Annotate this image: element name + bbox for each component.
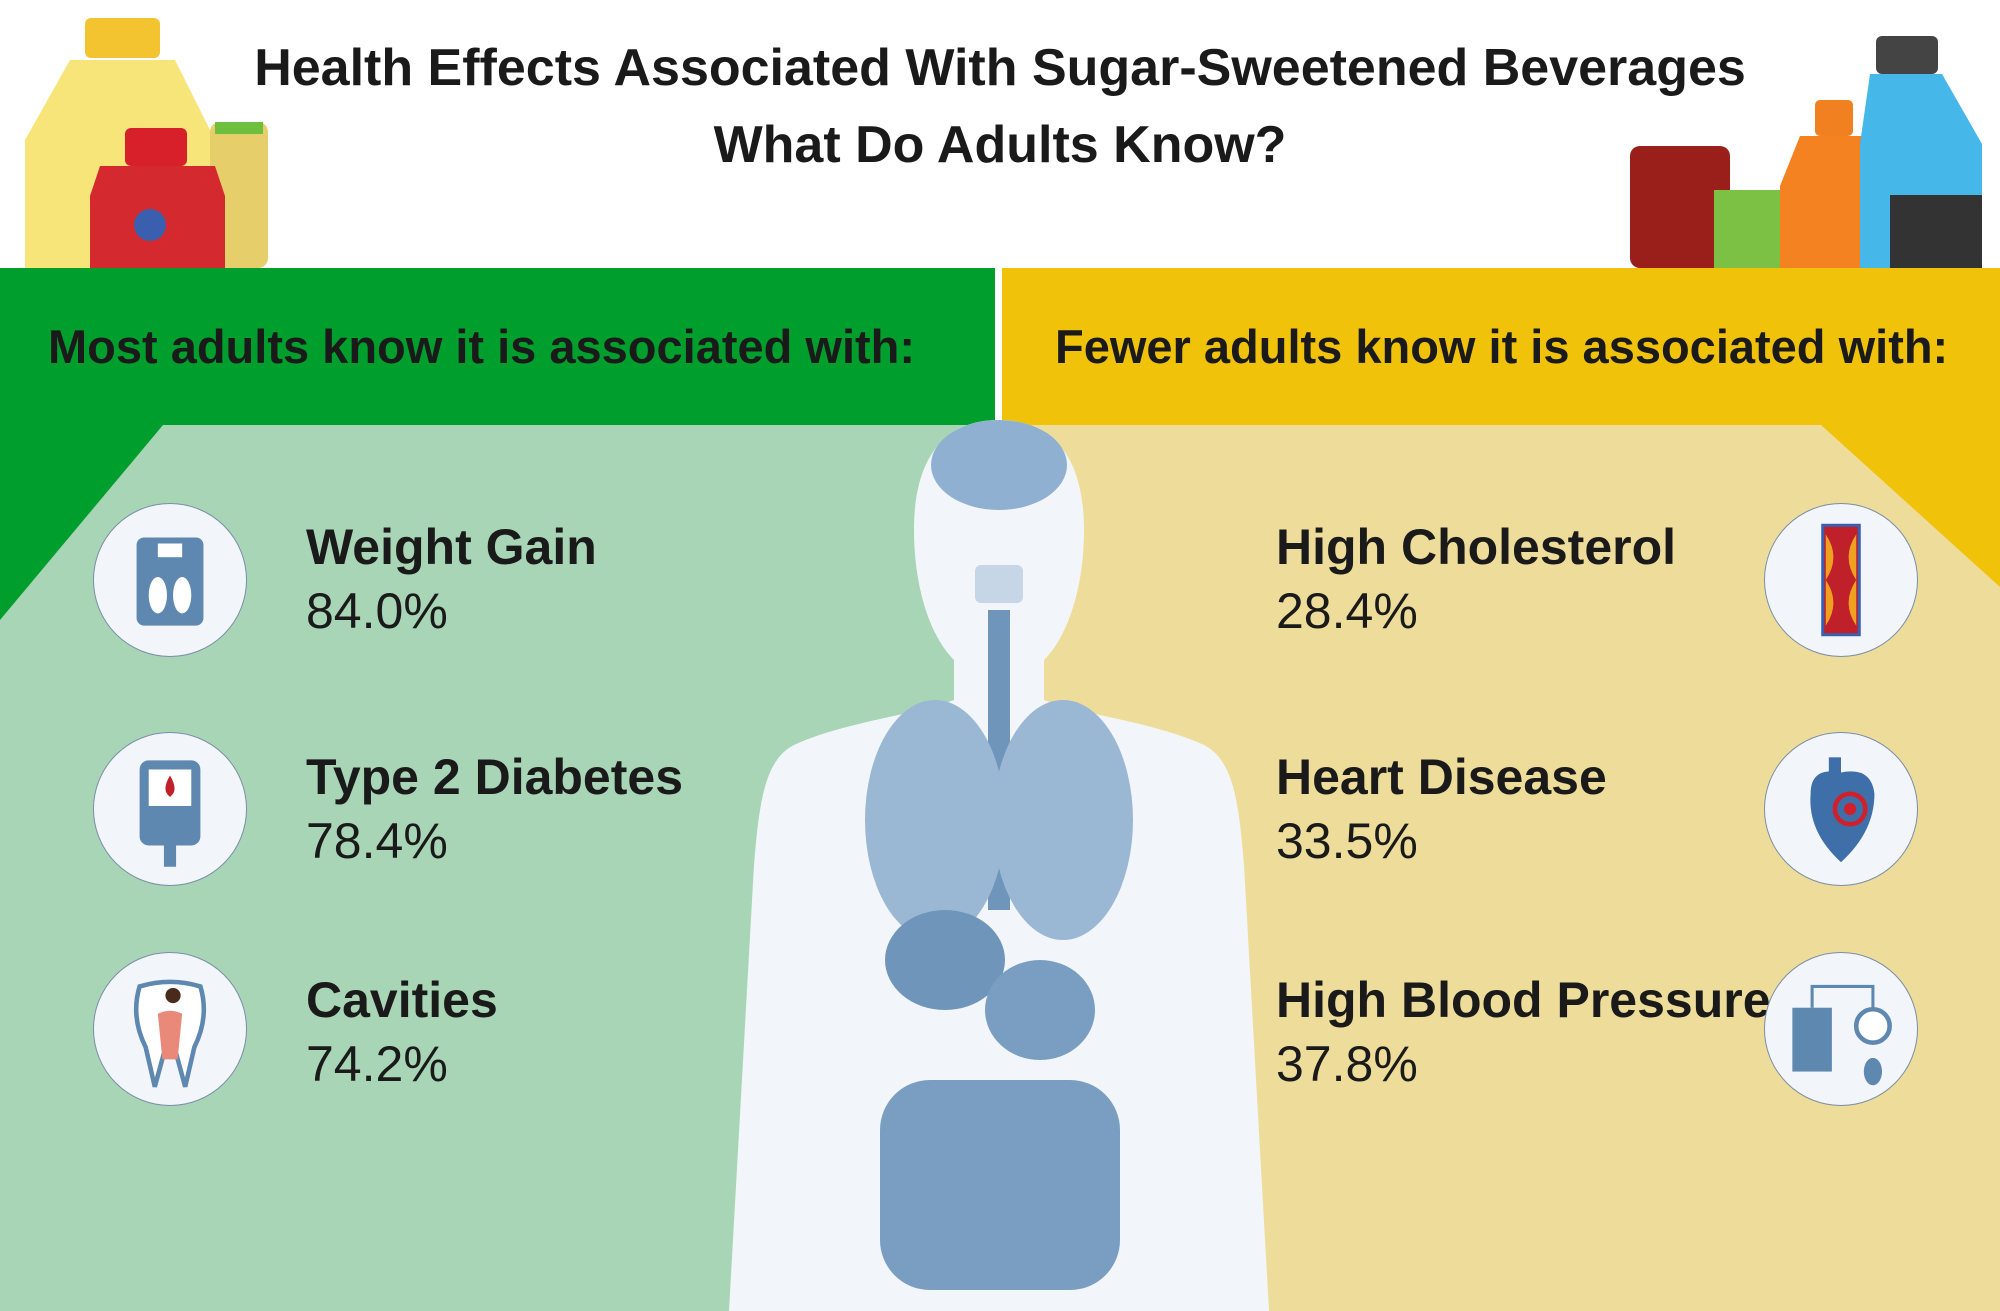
list-item-high-cholesterol: High Cholesterol 28.4% — [1276, 515, 1676, 643]
condition-label: High Cholesterol — [1276, 519, 1677, 575]
condition-label: High Blood Pressure — [1276, 972, 1771, 1028]
list-item-high-blood-pressure: High Blood Pressure 37.8% — [1276, 968, 1771, 1096]
condition-percent: 33.5% — [1276, 813, 1418, 869]
condition-label: Heart Disease — [1276, 749, 1607, 805]
list-item-cavities: Cavities 74.2% — [306, 968, 498, 1096]
glucose-meter-icon — [93, 732, 247, 886]
condition-percent: 37.8% — [1276, 1036, 1418, 1092]
human-body-illustration — [729, 420, 1269, 1311]
bathroom-scale-icon — [93, 503, 247, 657]
heart-icon — [1764, 732, 1918, 886]
condition-percent: 84.0% — [306, 583, 448, 639]
condition-label: Cavities — [306, 972, 498, 1028]
list-item-type-2-diabetes: Type 2 Diabetes 78.4% — [306, 745, 683, 873]
page-title: Health Effects Associated With Sugar-Swe… — [254, 39, 1746, 97]
page-subtitle: What Do Adults Know? — [713, 116, 1287, 174]
condition-percent: 78.4% — [306, 813, 448, 869]
condition-label: Type 2 Diabetes — [306, 749, 684, 805]
beverage-bottles-left-icon — [25, 18, 268, 268]
beverage-bottles-right-icon — [1630, 36, 1982, 268]
artery-plaque-icon — [1764, 503, 1918, 657]
condition-percent: 74.2% — [306, 1036, 448, 1092]
list-item-heart-disease: Heart Disease 33.5% — [1276, 745, 1607, 873]
blood-pressure-gauge-icon — [1764, 952, 1918, 1106]
tooth-cavity-icon — [93, 952, 247, 1106]
condition-label: Weight Gain — [306, 519, 597, 575]
condition-percent: 28.4% — [1276, 583, 1418, 639]
right-section-heading: Fewer adults know it is associated with: — [1055, 320, 1949, 373]
left-section-heading: Most adults know it is associated with: — [48, 320, 916, 373]
list-item-weight-gain: Weight Gain 84.0% — [306, 515, 597, 643]
